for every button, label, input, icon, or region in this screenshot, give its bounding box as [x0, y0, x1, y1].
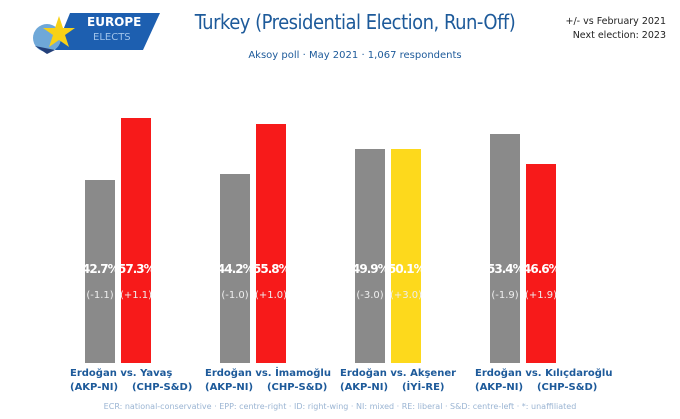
value-label: 44.2%: [217, 262, 255, 276]
value-label: 50.1%: [388, 262, 426, 276]
party-b: (İYİ-RE): [401, 382, 445, 393]
value-label: 42.7%: [82, 262, 120, 276]
bar: [121, 117, 151, 363]
value-label: 53.4%: [487, 262, 525, 276]
bar: [526, 163, 556, 363]
matchup-label: Erdoğan vs. Kılıçdaroğlu (AKP-NI) (CHP-S&…: [475, 367, 612, 395]
value-label: 55.8%: [253, 262, 291, 276]
candidate-b: Akşener: [410, 368, 457, 379]
party-a: (AKP-NI): [475, 382, 524, 393]
party-a: (AKP-NI): [340, 382, 389, 393]
matchup-label: Erdoğan vs. İmamoğlu (AKP-NI) (CHP-S&D): [205, 367, 331, 395]
page-title: Turkey (Presidential Election, Run-Off): [194, 10, 516, 34]
change-label: (-1.9): [491, 290, 519, 301]
party-b: (CHP-S&D): [536, 382, 598, 393]
change-label: (+1.1): [119, 290, 153, 301]
logo-text-1: EUROPE: [87, 15, 142, 29]
matchup-label: Erdoğan vs. Akşener (AKP-NI) (İYİ-RE): [340, 367, 456, 395]
bar: [256, 124, 286, 363]
vs-label: vs.: [120, 368, 137, 379]
matchup-label: Erdoğan vs. Yavaş (AKP-NI) (CHP-S&D): [70, 367, 192, 395]
bar: [220, 173, 250, 363]
bar: [490, 134, 520, 363]
candidate-a: Erdoğan: [475, 368, 522, 379]
candidate-a: Erdoğan: [340, 368, 387, 379]
party-b: (CHP-S&D): [266, 382, 328, 393]
logo: EUROPE ELECTS: [25, 10, 165, 55]
change-label: (+1.0): [254, 290, 288, 301]
change-label: (+3.0): [389, 290, 423, 301]
value-label: 57.3%: [118, 262, 156, 276]
bar: [355, 149, 385, 363]
subtitle: Aksoy poll · May 2021 · 1,067 respondent…: [248, 50, 462, 61]
candidate-a: Erdoğan: [70, 368, 117, 379]
footer-legend: ECR: national-conservative · EPP: centre…: [103, 402, 577, 411]
change-label: (+1.9): [524, 290, 558, 301]
vs-label: vs.: [525, 368, 542, 379]
candidate-b: Yavaş: [140, 368, 173, 379]
value-label: 46.6%: [523, 262, 561, 276]
logo-star-icon: [33, 13, 160, 54]
value-label: 49.9%: [352, 262, 390, 276]
bar: [85, 180, 115, 363]
party-b: (CHP-S&D): [131, 382, 193, 393]
next-election-note: Next election: 2023: [572, 30, 666, 41]
change-label: (-3.0): [356, 290, 384, 301]
candidate-b: İmamoğlu: [275, 368, 331, 379]
candidate-b: Kılıçdaroğlu: [545, 368, 613, 379]
party-a: (AKP-NI): [205, 382, 254, 393]
vs-label: vs.: [255, 368, 272, 379]
header-note: +/- vs February 2021 Next election: 2023: [566, 15, 667, 43]
change-label: (-1.0): [221, 290, 249, 301]
vs-label: vs.: [390, 368, 407, 379]
logo-text-2: ELECTS: [93, 32, 131, 43]
party-a: (AKP-NI): [70, 382, 119, 393]
candidate-a: Erdoğan: [205, 368, 252, 379]
comparison-note: +/- vs February 2021: [565, 16, 667, 27]
bar: [391, 148, 421, 363]
change-label: (-1.1): [86, 290, 114, 301]
